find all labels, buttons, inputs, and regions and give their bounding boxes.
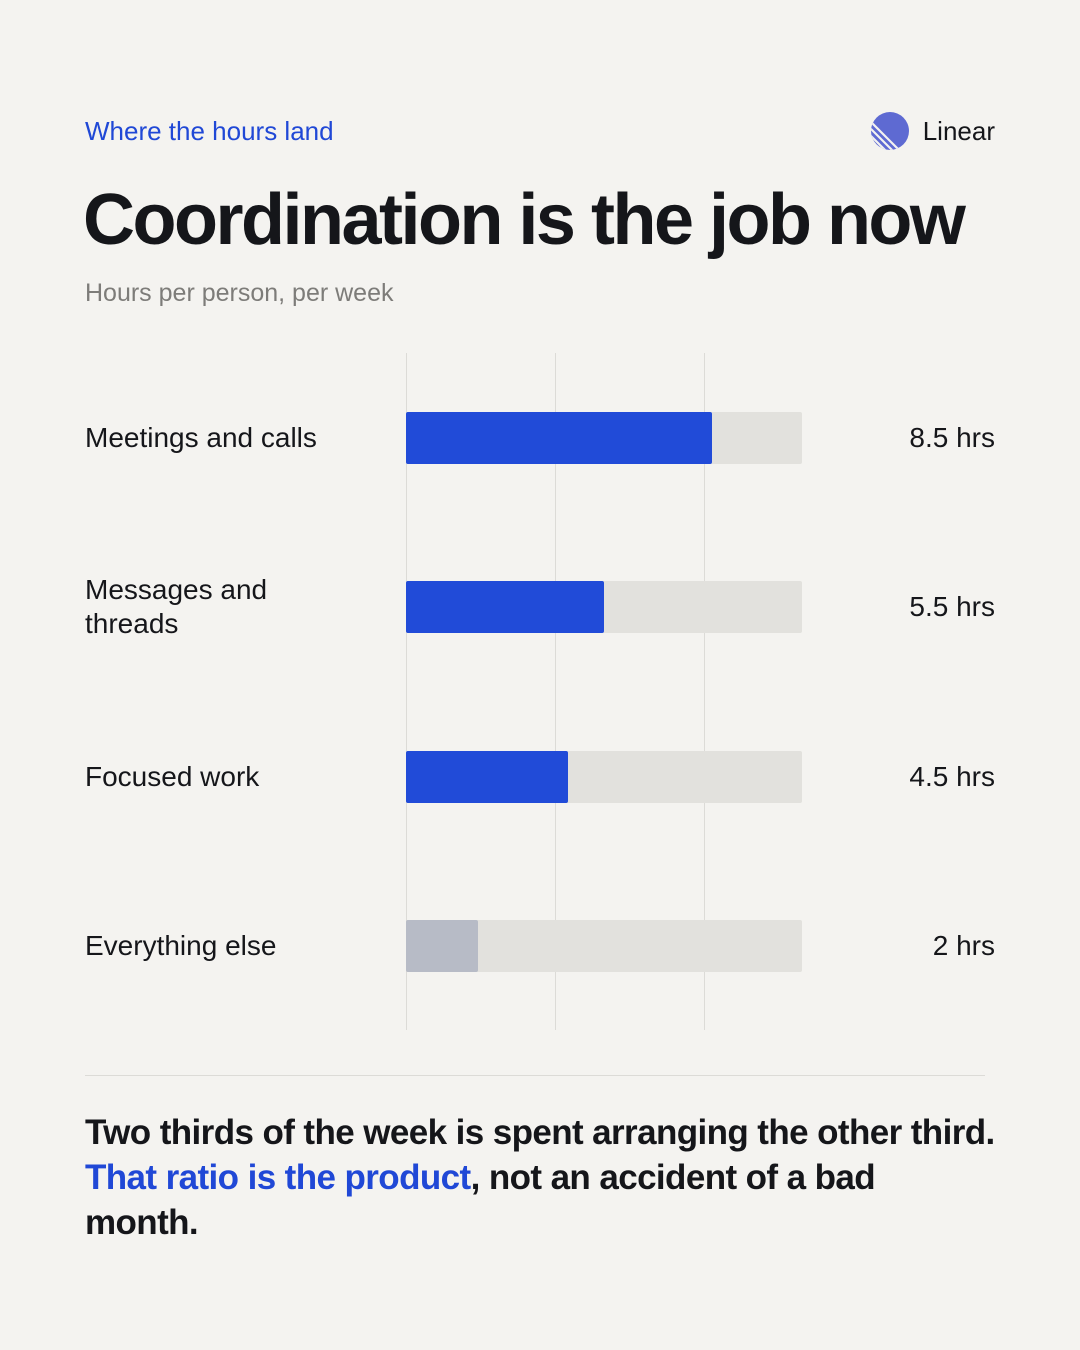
bar-track <box>406 751 802 803</box>
gridline <box>555 353 556 1030</box>
gridline <box>406 353 407 1030</box>
bar-row: Meetings and calls 8.5 hrs <box>0 412 1080 464</box>
divider <box>85 1075 985 1076</box>
gridline <box>704 353 705 1030</box>
bar <box>406 581 604 633</box>
bar <box>406 751 568 803</box>
brand-name: Linear <box>922 115 995 146</box>
category-label: Focused work <box>85 761 260 792</box>
value-label: 2 hrs <box>932 930 995 961</box>
page-title: Coordination is the job now <box>83 180 966 260</box>
bar-row: Focused work 4.5 hrs <box>0 751 1080 803</box>
bar-track <box>406 920 802 972</box>
eyebrow-label: Where the hours land <box>85 116 334 146</box>
takeaway-tail: , not an accident of a bad month. <box>85 1158 876 1242</box>
value-label: 5.5 hrs <box>909 591 995 622</box>
bar-row: Messages and threads 5.5 hrs <box>0 574 1080 639</box>
bar <box>406 412 712 464</box>
bar-row: Everything else 2 hrs <box>0 920 1080 972</box>
brand-logo: Linear <box>870 111 995 151</box>
bar-track <box>406 412 802 464</box>
category-label: Messages and threads <box>85 574 268 639</box>
category-label: Everything else <box>85 930 277 961</box>
bar-chart: Meetings and calls 8.5 hrs Messages and … <box>0 340 1080 1040</box>
value-label: 4.5 hrs <box>909 761 995 792</box>
category-label: Meetings and calls <box>85 422 317 453</box>
takeaway-text: Two thirds of the week is spent arrangin… <box>85 1110 995 1245</box>
takeaway-highlight: That ratio is the product <box>85 1158 471 1197</box>
bar <box>406 920 478 972</box>
takeaway-lead: Two thirds of the week is spent arrangin… <box>85 1113 995 1152</box>
chart-subtitle: Hours per person, per week <box>85 279 394 307</box>
bar-track <box>406 581 802 633</box>
value-label: 8.5 hrs <box>909 422 995 453</box>
linear-logo-icon <box>870 112 909 150</box>
